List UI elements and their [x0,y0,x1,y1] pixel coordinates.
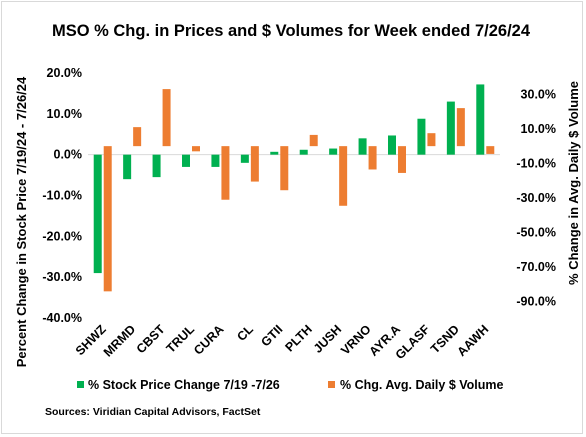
y2-tick-label: -10.0% [516,156,556,170]
bar-price-cura [211,154,220,167]
bar-volume-vrno [368,146,377,170]
x-tick-label: TRUL [164,322,198,356]
legend: % Stock Price Change 7/19 -7/26 % Chg. A… [77,378,504,392]
y-tick-label: -30.0% [42,270,82,284]
bar-price-vrno [358,138,367,155]
bar-price-shwz [93,154,102,274]
bar-price-tsnd [446,101,455,155]
legend-label-volume: % Chg. Avg. Daily $ Volume [340,378,504,392]
bar-volume-cura [221,146,230,200]
bar-volume-gtii [280,146,289,191]
y-axis-title: Percent Change in Stock Price 7/19/24 - … [14,76,29,367]
bar-volume-cbst [162,89,171,147]
y2-tick-label: 10.0% [521,122,556,136]
bar-volume-shwz [103,146,112,292]
bar-volume-ayra [398,146,406,173]
x-tick-label: CL [234,322,256,344]
y2-tick-label: -90.0% [516,295,556,309]
legend-swatch-volume [328,381,335,388]
y-tick-label: -20.0% [42,229,82,243]
bar-price-cbst [152,154,161,178]
bar-price-gtii [270,151,279,155]
legend-label-price: % Stock Price Change 7/19 -7/26 [88,378,280,392]
bar-volume-glasf [427,133,436,147]
y2-tick-label: -50.0% [516,226,556,240]
y-tick-label: 10.0% [47,107,82,121]
y-tick-label: -10.0% [42,189,82,203]
bar-volume-aawh [486,146,495,154]
bar-price-aawh [476,84,485,155]
x-tick-label: MRMD [101,322,138,359]
y2-tick-label: -30.0% [516,191,556,205]
bar-price-ayra [388,135,396,155]
y-tick-label: 20.0% [47,66,82,80]
x-tick-label: VRNO [338,322,374,358]
bar-price-plth [299,149,308,155]
bar-price-jush [329,148,338,155]
bar-price-mrmd [123,154,132,180]
x-tick-label: CURA [191,322,226,357]
bar-volume-mrmd [133,127,142,147]
legend-swatch-price [77,381,84,388]
x-tick-label: PLTH [283,322,315,354]
y2-tick-label: -70.0% [516,260,556,274]
bar-price-cl [240,154,249,163]
x-tick-label: GTII [258,322,285,349]
bar-volume-trul [192,146,200,152]
bar-volume-cl [250,146,259,182]
x-tick-label: JUSH [311,322,344,355]
bar-price-trul [182,154,190,167]
y2-tick-label: 30.0% [521,87,556,101]
source-note: Sources: Viridian Capital Advisors, Fact… [45,406,261,418]
bar-volume-tsnd [456,108,465,147]
y-tick-label: -40.0% [42,311,82,325]
x-tick-label: CBST [134,322,168,356]
y-tick-label: 0.0% [54,148,83,162]
y2-axis-title: % Change in Avg. Daily $ Volume [566,81,581,285]
x-tick-label: AAWH [454,322,491,359]
bar-price-glasf [417,118,426,155]
bar-volume-jush [339,146,348,206]
bar-volume-plth [309,134,318,147]
chart-title: MSO % Chg. in Prices and $ Volumes for W… [52,22,531,40]
